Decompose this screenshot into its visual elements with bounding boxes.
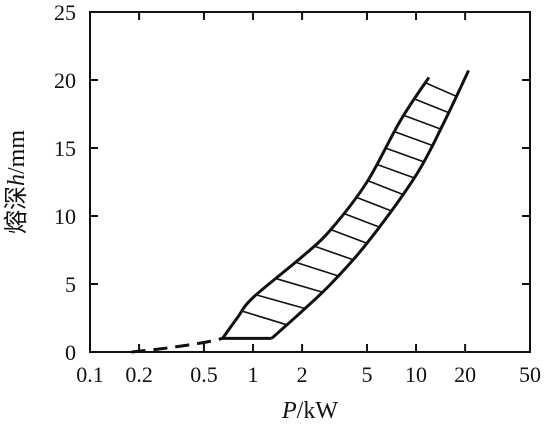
dashed-extrapolation-line xyxy=(131,336,223,354)
y-tick-label: 25 xyxy=(54,0,76,25)
hatch-line xyxy=(342,212,380,228)
y-tick-label: 0 xyxy=(65,340,76,365)
hatch-line xyxy=(313,245,353,261)
hatch-line xyxy=(414,98,449,114)
hatch-line xyxy=(425,81,457,98)
hatch-line xyxy=(376,163,415,179)
x-axis-title-symbol: P xyxy=(281,398,297,424)
hatch-line xyxy=(403,114,441,130)
x-tick-label: 10 xyxy=(405,362,427,387)
x-tick-label: 0.5 xyxy=(190,362,218,387)
hatch-line xyxy=(394,130,433,147)
y-tick-label: 20 xyxy=(54,68,76,93)
x-tick-label: 0.1 xyxy=(76,362,104,387)
plot-frame xyxy=(89,11,531,353)
hatch-line xyxy=(295,261,339,277)
hatch-line xyxy=(256,294,306,310)
x-tick-label: 1 xyxy=(248,362,259,387)
band-upper-boundary xyxy=(221,76,431,340)
x-tick-label: 20 xyxy=(454,362,476,387)
y-tick-label: 10 xyxy=(54,204,76,229)
x-tick-label: 50 xyxy=(519,362,541,387)
band-lower-boundary xyxy=(270,69,470,340)
y-tick-label: 15 xyxy=(54,136,76,161)
x-tick-label: 5 xyxy=(361,362,372,387)
y-axis-title-text: 熔深 xyxy=(3,186,30,234)
y-axis-title: 熔深h/mm xyxy=(3,130,30,234)
y-tick-label: 5 xyxy=(65,272,76,297)
x-tick-label: 0.2 xyxy=(125,362,153,387)
hatch-line xyxy=(355,196,391,212)
x-tick-label: 2 xyxy=(297,362,308,387)
hatch-line xyxy=(385,147,424,163)
x-axis-title: P/kW xyxy=(281,398,338,424)
hatch-line xyxy=(330,228,368,244)
hatch-line xyxy=(275,277,323,293)
x-axis-ticks: 0.1 0.2 0.5 1 2 5 10 20 50 xyxy=(76,12,541,387)
hatch-line xyxy=(242,310,288,326)
hatch-line xyxy=(367,179,403,195)
y-axis-title-symbol: h xyxy=(4,174,30,186)
x-axis-title-unit: /kW xyxy=(297,398,339,424)
y-axis-ticks: 0 5 10 15 20 25 xyxy=(54,0,530,365)
y-axis-title-unit: /mm xyxy=(4,130,30,174)
hatch-lines xyxy=(242,81,457,326)
